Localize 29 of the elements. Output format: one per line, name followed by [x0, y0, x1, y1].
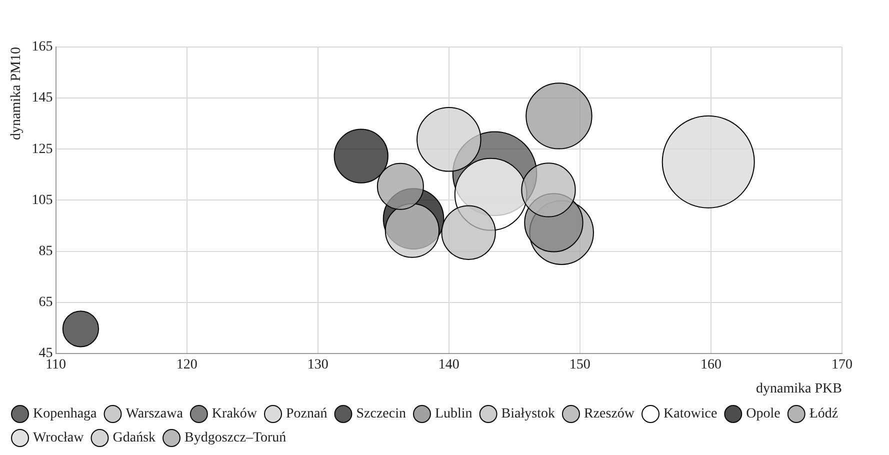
x-tick-label: 120: [176, 357, 198, 372]
legend-label: Lublin: [434, 406, 472, 422]
x-tick-label: 170: [832, 357, 852, 372]
y-tick-label: 105: [32, 192, 53, 208]
x-tick-label: 130: [307, 357, 328, 372]
x-tick-label: 140: [438, 357, 460, 372]
x-tick-label: 160: [700, 357, 722, 372]
y-tick-label: 85: [38, 244, 53, 259]
legend-label: Łódź: [809, 406, 838, 422]
legend-label: Poznań: [286, 406, 328, 422]
legend-label: Szczecin: [356, 406, 406, 422]
x-tick-label: 110: [46, 357, 66, 372]
legend-label: Gdańsk: [112, 430, 156, 446]
x-axis-title: dynamika PKB: [756, 381, 842, 396]
y-axis-title: dynamika PM10: [9, 47, 24, 140]
legend-label: Kopenhaga: [33, 406, 98, 422]
legend-label: Bydgoszcz–Toruń: [184, 430, 286, 446]
legend-label: Opole: [746, 406, 780, 422]
y-tick-label: 65: [38, 295, 53, 310]
legend-label: Kraków: [212, 406, 258, 422]
y-tick-label: 125: [32, 142, 53, 157]
legend-label: Rzeszów: [584, 406, 636, 422]
y-tick-label: 165: [32, 40, 53, 55]
legend-label: Wrocław: [33, 430, 85, 446]
y-tick-label: 145: [32, 90, 53, 106]
x-tick-label: 150: [569, 357, 590, 372]
legend-label: Białystok: [501, 406, 555, 422]
legend-label: Warszawa: [126, 406, 184, 422]
legend-label: Katowice: [664, 406, 718, 422]
